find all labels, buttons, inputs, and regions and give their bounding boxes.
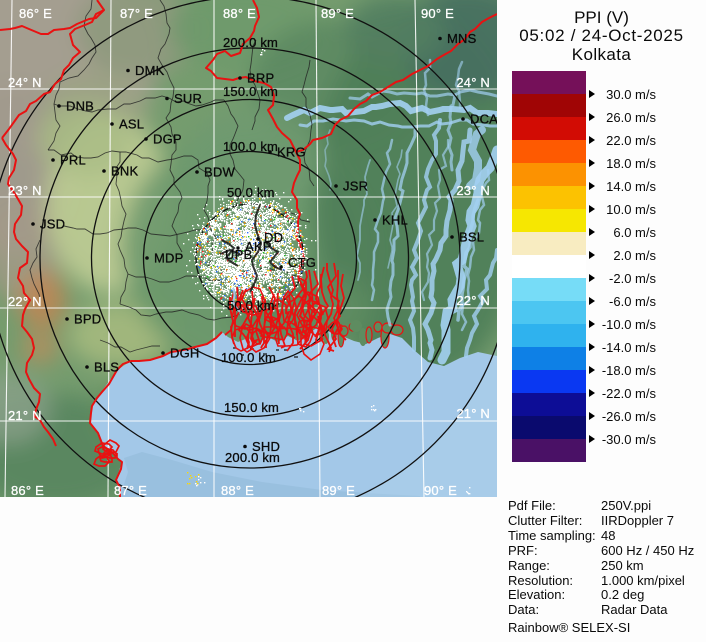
svg-text:150.0 km: 150.0 km — [224, 400, 279, 415]
svg-text:87° E: 87° E — [114, 483, 147, 497]
svg-text:88° E: 88° E — [221, 483, 254, 497]
svg-text:150.0 km: 150.0 km — [223, 84, 278, 99]
svg-text:86° E: 86° E — [11, 483, 44, 497]
svg-text:SUR: SUR — [174, 91, 202, 106]
svg-text:BDW: BDW — [204, 165, 235, 180]
svg-text:90° E: 90° E — [424, 483, 457, 497]
svg-text:24° N: 24° N — [8, 75, 42, 90]
svg-text:90° E: 90° E — [421, 6, 454, 21]
svg-text:MDP: MDP — [154, 251, 184, 266]
svg-text:BRP: BRP — [247, 71, 274, 86]
svg-text:21° N: 21° N — [456, 406, 490, 421]
svg-text:24° N: 24° N — [456, 75, 490, 90]
svg-text:50.0 km: 50.0 km — [227, 185, 275, 200]
svg-text:50.0 km: 50.0 km — [227, 298, 275, 313]
svg-text:DNB: DNB — [66, 99, 94, 114]
svg-text:23° N: 23° N — [456, 183, 490, 198]
svg-text:DD: DD — [264, 230, 283, 245]
svg-text:KRG: KRG — [277, 145, 306, 160]
svg-text:DCA: DCA — [470, 112, 497, 127]
svg-text:ASL: ASL — [119, 117, 144, 132]
svg-text:BNK: BNK — [111, 164, 138, 179]
svg-text:100.0 km: 100.0 km — [221, 350, 276, 365]
svg-text:DGP: DGP — [153, 132, 182, 147]
svg-text:200.0 km: 200.0 km — [223, 35, 278, 50]
svg-text:AKP: AKP — [245, 239, 272, 254]
svg-text:SHD: SHD — [252, 439, 280, 454]
svg-text:22° N: 22° N — [8, 294, 42, 309]
svg-text:UPB: UPB — [225, 247, 252, 262]
svg-text:23° N: 23° N — [8, 183, 42, 198]
svg-text:BPD: BPD — [74, 312, 101, 327]
svg-text:DMK: DMK — [135, 63, 165, 78]
svg-text:JSR: JSR — [343, 179, 368, 194]
svg-text:PRL: PRL — [60, 153, 86, 168]
svg-text:100.0 km: 100.0 km — [223, 139, 278, 154]
svg-text:BSL: BSL — [459, 230, 484, 245]
svg-text:CTG: CTG — [288, 255, 316, 270]
svg-text:MNS: MNS — [447, 31, 477, 46]
svg-text:KHL: KHL — [382, 213, 408, 228]
svg-text:88° E: 88° E — [223, 6, 256, 21]
svg-text:JSD: JSD — [40, 217, 65, 232]
svg-text:200.0 km: 200.0 km — [225, 450, 280, 465]
svg-text:DGH: DGH — [170, 346, 200, 361]
svg-text:BLS: BLS — [94, 360, 119, 375]
svg-text:89° E: 89° E — [322, 483, 355, 497]
svg-text:21° N: 21° N — [8, 408, 42, 423]
svg-text:89° E: 89° E — [321, 6, 354, 21]
svg-text:87° E: 87° E — [120, 6, 153, 21]
svg-text:22° N: 22° N — [456, 293, 490, 308]
svg-text:86° E: 86° E — [19, 6, 52, 21]
